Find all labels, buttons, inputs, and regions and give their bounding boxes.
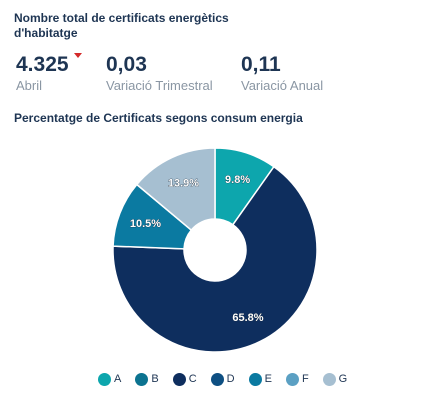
- kpi-label: Variació Trimestral: [106, 78, 213, 93]
- data-label-E: 10.5%: [130, 218, 161, 230]
- data-label-G: 13.9%: [168, 177, 199, 189]
- kpi-value: 0,03: [106, 53, 147, 76]
- kpi-label: Abril: [16, 78, 43, 93]
- legend-item-E[interactable]: E: [248, 372, 272, 386]
- slice-C[interactable]: [112, 165, 318, 353]
- trend-down-icon: [73, 53, 82, 58]
- kpi-value: 4.325: [16, 53, 69, 76]
- legend-item-C[interactable]: C: [172, 372, 197, 386]
- legend-swatch: [285, 372, 299, 386]
- legend-item-D[interactable]: D: [210, 372, 235, 386]
- legend-swatch: [172, 372, 186, 386]
- legend-label: A: [114, 373, 122, 385]
- legend-label: C: [188, 373, 197, 385]
- kpi-total-certificates: 4.325 Abril: [16, 52, 82, 94]
- legend-swatch: [322, 372, 336, 386]
- kpi-value: 0,11: [241, 53, 281, 76]
- legend-item-G[interactable]: G: [322, 372, 348, 386]
- main-title: Nombre total de certificats energètics d…: [14, 11, 229, 40]
- slice-G[interactable]: [135, 147, 216, 232]
- kpi-quarterly-variation: 0,03 Variació Trimestral: [106, 52, 213, 94]
- legend-swatch: [135, 372, 149, 386]
- legend-label: B: [151, 373, 159, 385]
- kpi-annual-variation: 0,11 Variació Anual: [241, 52, 323, 94]
- legend-swatch: [210, 372, 224, 386]
- legend-item-A[interactable]: A: [98, 372, 122, 386]
- legend-swatch: [98, 372, 111, 386]
- chart-legend: A B C D E F G: [98, 371, 361, 387]
- chart-title: Percentatge de Certificats segons consum…: [14, 111, 303, 125]
- legend-label: F: [301, 373, 309, 385]
- legend-item-F[interactable]: F: [285, 372, 309, 386]
- legend-item-B[interactable]: B: [135, 372, 159, 386]
- legend-label: G: [338, 373, 348, 385]
- legend-label: E: [264, 373, 272, 385]
- data-label-C: 65.8%: [232, 312, 263, 324]
- data-label-A: 9.8%: [225, 174, 250, 186]
- kpi-label: Variació Anual: [241, 78, 324, 93]
- legend-swatch: [248, 372, 262, 386]
- legend-label: D: [226, 373, 235, 385]
